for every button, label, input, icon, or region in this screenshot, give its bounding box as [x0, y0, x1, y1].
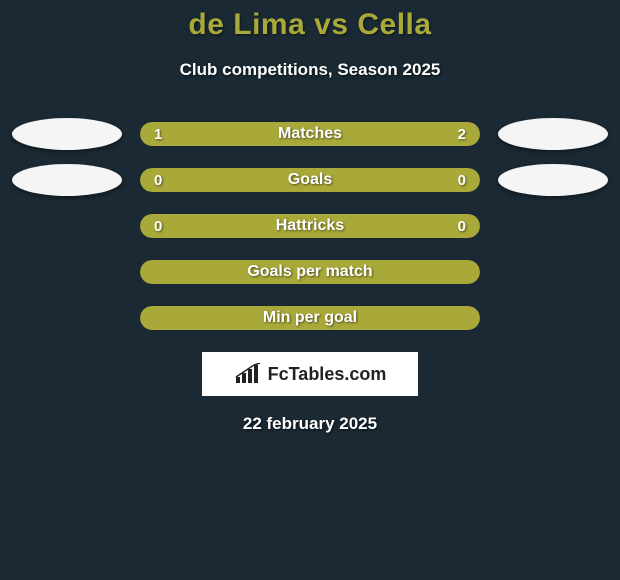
stat-value-left: 1 [154, 122, 162, 146]
player2-name: Cella [357, 8, 431, 41]
stat-bar: Goals per match [140, 260, 480, 284]
logo-text: FcTables.com [268, 364, 387, 385]
stat-bar: Hattricks0 0 [140, 214, 480, 238]
stat-bar: Goals0 0 [140, 168, 480, 192]
stat-label: Goals per match [140, 260, 480, 284]
chart-icon [234, 363, 262, 385]
stat-value-left: 0 [154, 168, 162, 192]
stat-bar: Min per goal [140, 306, 480, 330]
subtitle: Club competitions, Season 2025 [0, 60, 620, 80]
page-title: de Lima vs Cella [0, 8, 620, 42]
player1-avatar [12, 118, 122, 150]
stat-value-right: 0 [458, 214, 466, 238]
player1-name: de Lima [188, 8, 305, 41]
stat-label: Min per goal [140, 306, 480, 330]
player1-avatar [12, 164, 122, 196]
stat-row: Goals per match [0, 260, 620, 284]
stat-bar: Matches1 2 [140, 122, 480, 146]
comparison-widget: de Lima vs Cella Club competitions, Seas… [0, 0, 620, 434]
source-logo: FcTables.com [202, 352, 418, 396]
stats-rows: Matches12Goals00Hattricks00Goals per mat… [0, 122, 620, 330]
stat-label: Matches [140, 122, 480, 146]
date-label: 22 february 2025 [0, 414, 620, 434]
stat-row: Min per goal [0, 306, 620, 330]
player2-avatar [498, 118, 608, 150]
player2-avatar [498, 164, 608, 196]
stat-row: Hattricks0 0 [0, 214, 620, 238]
stat-label: Hattricks [140, 214, 480, 238]
stat-value-right: 2 [458, 122, 466, 146]
stat-row: Matches1 2 [0, 122, 620, 146]
stat-value-right: 0 [458, 168, 466, 192]
vs-text: vs [314, 8, 348, 41]
stat-row: Goals0 0 [0, 168, 620, 192]
stat-value-left: 0 [154, 214, 162, 238]
stat-label: Goals [140, 168, 480, 192]
